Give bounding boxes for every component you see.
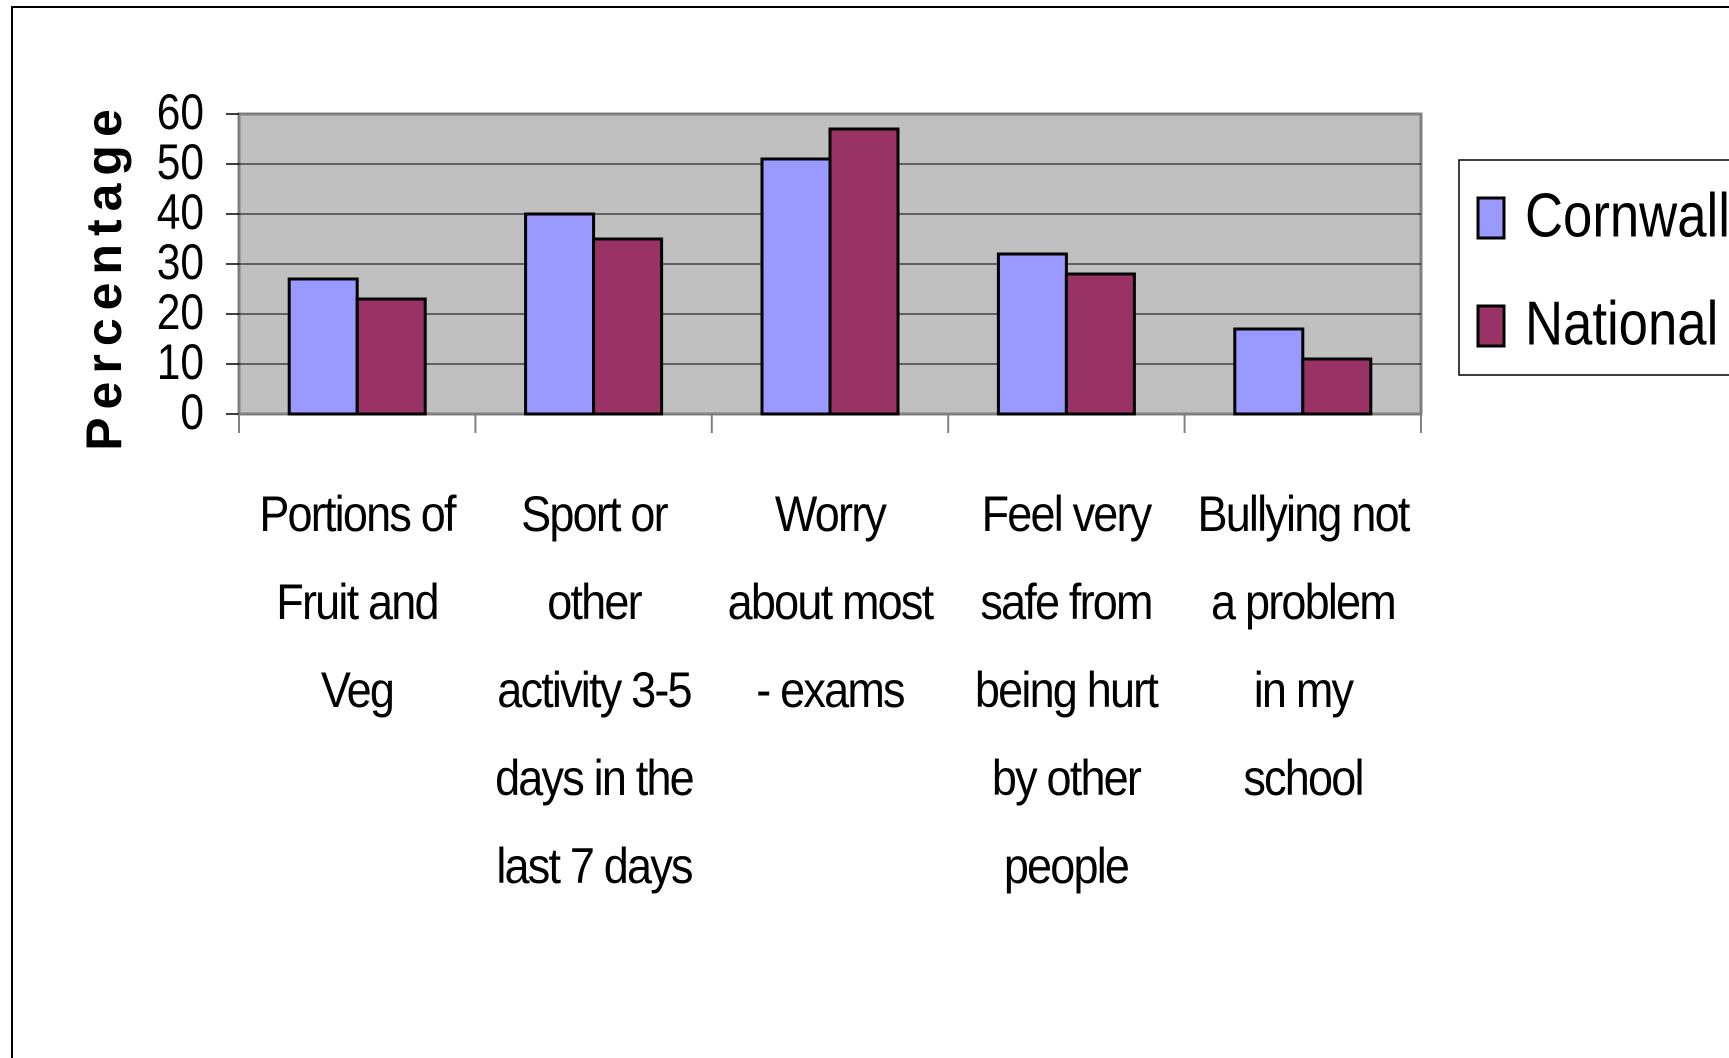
x-tick-label: Bullying not a problem in my school <box>1197 486 1410 806</box>
bar <box>1064 272 1136 416</box>
y-tick-label: 30 <box>157 234 204 290</box>
y-axis-label: Percentage <box>76 101 132 451</box>
x-tick-label: Sport or other activity 3-5 days in the … <box>494 486 695 894</box>
y-tick-label: 60 <box>157 84 204 140</box>
x-tick-label: Worry about most - exams <box>727 486 934 718</box>
bar <box>828 127 900 416</box>
bar <box>355 297 427 416</box>
legend-swatch <box>1476 196 1506 240</box>
y-tick-label: 40 <box>157 184 204 240</box>
y-tick-label: 20 <box>157 284 204 340</box>
y-tick-label: 0 <box>180 384 204 440</box>
legend-label: National <box>1525 289 1718 358</box>
bar <box>524 212 596 416</box>
bar <box>287 277 359 416</box>
bar <box>1233 327 1305 416</box>
x-tick-label: Feel very safe from being hurt by other … <box>975 486 1159 894</box>
y-tick-label: 10 <box>157 334 204 390</box>
bar <box>592 237 664 416</box>
frame <box>11 6 1729 1058</box>
x-tick-label: Portions of Fruit and Veg <box>259 486 457 718</box>
bar <box>1301 357 1373 416</box>
legend-label: Cornwall <box>1525 181 1729 250</box>
legend-swatch <box>1476 304 1506 348</box>
bar <box>760 157 832 416</box>
bar <box>996 252 1068 416</box>
y-tick-label: 50 <box>157 134 204 190</box>
